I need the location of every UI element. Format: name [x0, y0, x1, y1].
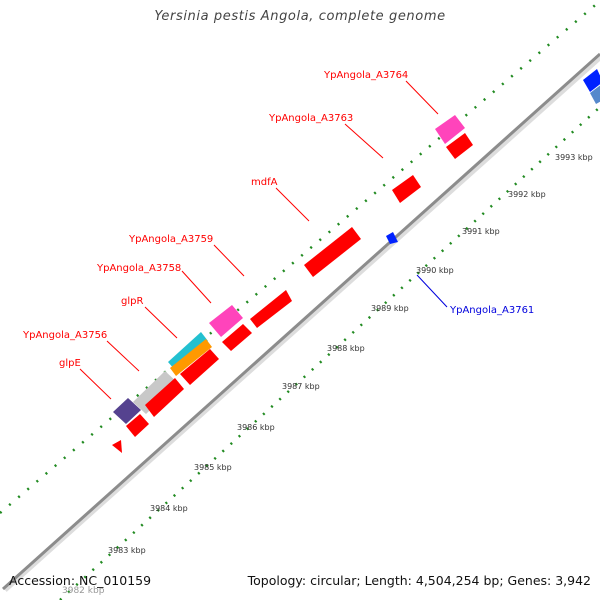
tick-label-3993: 3993 kbp	[555, 153, 593, 162]
gene-red-6[interactable]	[446, 133, 473, 159]
gene-label-YpAngola_A3761[interactable]: YpAngola_A3761	[449, 305, 534, 316]
gene-mdfA[interactable]	[304, 227, 361, 277]
gene-red-4[interactable]	[222, 324, 252, 351]
tick-label-3988: 3988 kbp	[327, 344, 365, 353]
gene-red-1[interactable]	[126, 414, 149, 437]
topology-summary: Topology: circular; Length: 4,504,254 bp…	[247, 573, 591, 588]
tick-label-3989: 3989 kbp	[371, 304, 409, 313]
map-title: Yersinia pestis Angola, complete genome	[154, 9, 446, 24]
tick-label-3985: 3985 kbp	[194, 463, 232, 472]
gene-YpAngola_A3758[interactable]	[209, 305, 243, 337]
tick-label-3986: 3986 kbp	[237, 423, 275, 432]
tick-label-3987: 3987 kbp	[282, 382, 320, 391]
gene-YpAngola_A3761[interactable]	[386, 232, 398, 244]
gene-lightblue-edge[interactable]	[590, 84, 600, 104]
gene-small-triangle[interactable]	[112, 440, 122, 453]
gene-glpE[interactable]	[113, 398, 141, 424]
backbone-line	[1, 52, 600, 591]
gene-YpAngola_A3756[interactable]	[133, 371, 178, 414]
gene-orange[interactable]	[170, 339, 212, 376]
tick-label-3991: 3991 kbp	[462, 227, 500, 236]
tick-label-3983: 3983 kbp	[108, 546, 146, 555]
gene-label-YpAngola_A3756[interactable]: YpAngola_A3756	[22, 330, 107, 341]
gene-label-YpAngola_A3763[interactable]: YpAngola_A3763	[268, 113, 353, 124]
gene-label-glpR[interactable]: glpR	[121, 296, 143, 307]
gene-label-YpAngola_A3764[interactable]: YpAngola_A3764	[323, 70, 408, 81]
gene-red-3[interactable]	[180, 349, 219, 385]
tick-label-3984: 3984 kbp	[150, 504, 188, 513]
backbone-shadow	[3, 54, 600, 592]
gene-label-glpE[interactable]: glpE	[59, 358, 81, 369]
tick-label-3990: 3990 kbp	[416, 266, 454, 275]
outer-tick-track	[0, 0, 600, 514]
gene-blue-edge[interactable]	[583, 69, 600, 92]
gene-YpAngola_A3764[interactable]	[435, 115, 465, 144]
gene-red-5[interactable]	[250, 290, 292, 328]
accession-label: Accession: NC_010159	[9, 573, 152, 588]
gene-label-YpAngola_A3759[interactable]: YpAngola_A3759	[128, 234, 213, 245]
leader-lines	[79, 80, 448, 400]
gene-glpR[interactable]	[168, 332, 208, 370]
inner-tick-track	[59, 106, 600, 600]
gene-YpAngola_A3763[interactable]	[392, 175, 421, 203]
tick-label-3982-clipped: 3982 kbp	[62, 586, 105, 596]
tick-label-3992: 3992 kbp	[508, 190, 546, 199]
gene-label-YpAngola_A3758[interactable]: YpAngola_A3758	[96, 263, 181, 274]
gene-label-mdfA[interactable]: mdfA	[251, 177, 278, 188]
gene-red-2[interactable]	[145, 378, 184, 417]
